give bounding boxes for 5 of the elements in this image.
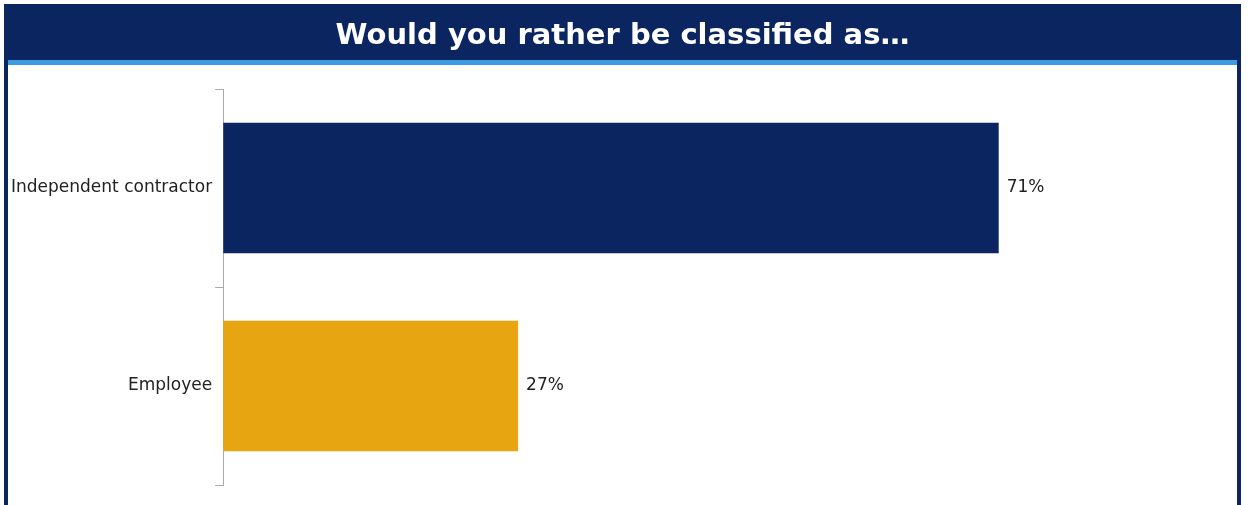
data-label: 71% bbox=[1006, 176, 1045, 197]
data-label: 27% bbox=[526, 374, 564, 395]
y-tick-label: Employee bbox=[127, 374, 213, 395]
chart-title: Would you rather be classified as… bbox=[8, 8, 1237, 65]
y-tick-label: Independent contractor bbox=[11, 176, 213, 197]
